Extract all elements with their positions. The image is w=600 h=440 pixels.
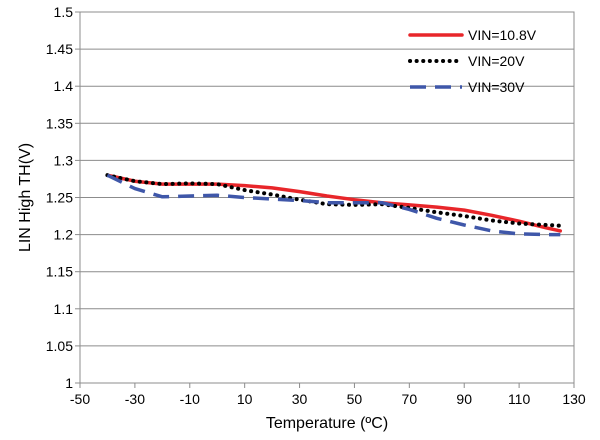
y-axis-title: LIN High TH(V) [17,143,34,252]
y-tick-label: 1.1 [54,301,74,317]
x-tick-label: 30 [292,391,308,407]
x-tick-label: 90 [456,391,472,407]
x-tick-label: -30 [125,391,145,407]
y-tick-label: 1.4 [54,78,74,94]
x-tick-label: 50 [347,391,363,407]
y-axis-ticks: 1 1.05 1.1 1.15 1.2 1.25 1.3 1.35 1.4 1.45 1.5 [46,4,80,391]
y-tick-label: 1.15 [46,264,73,280]
x-tick-label: -50 [70,391,90,407]
y-tick-label: 1.35 [46,115,73,131]
y-tick-label: 1.2 [54,227,74,243]
y-tick-label: 1 [65,375,73,391]
x-tick-label: 10 [237,391,253,407]
y-tick-label: 1.5 [54,4,74,20]
series-lines [105,173,563,237]
series-line-2 [105,173,563,228]
series-line-3 [106,173,561,237]
x-tick-label: 70 [402,391,418,407]
legend-label: VIN=30V [468,79,525,95]
x-tick-label: 130 [562,391,586,407]
x-tick-label: 110 [508,391,531,407]
y-tick-label: 1.05 [46,338,73,354]
y-tick-label: 1.45 [46,41,73,57]
legend-label: VIN=20V [468,53,525,69]
x-axis-ticks: -50 -30 -10 10 30 50 70 90 110 130 [70,383,586,407]
x-tick-label: -10 [180,391,200,407]
y-tick-label: 1.3 [54,152,74,168]
legend: VIN=10.8V VIN=20V VIN=30V [408,27,537,95]
legend-label: VIN=10.8V [468,27,537,43]
y-tick-label: 1.25 [46,190,73,206]
x-axis-title: Temperature (ºC) [266,415,388,432]
